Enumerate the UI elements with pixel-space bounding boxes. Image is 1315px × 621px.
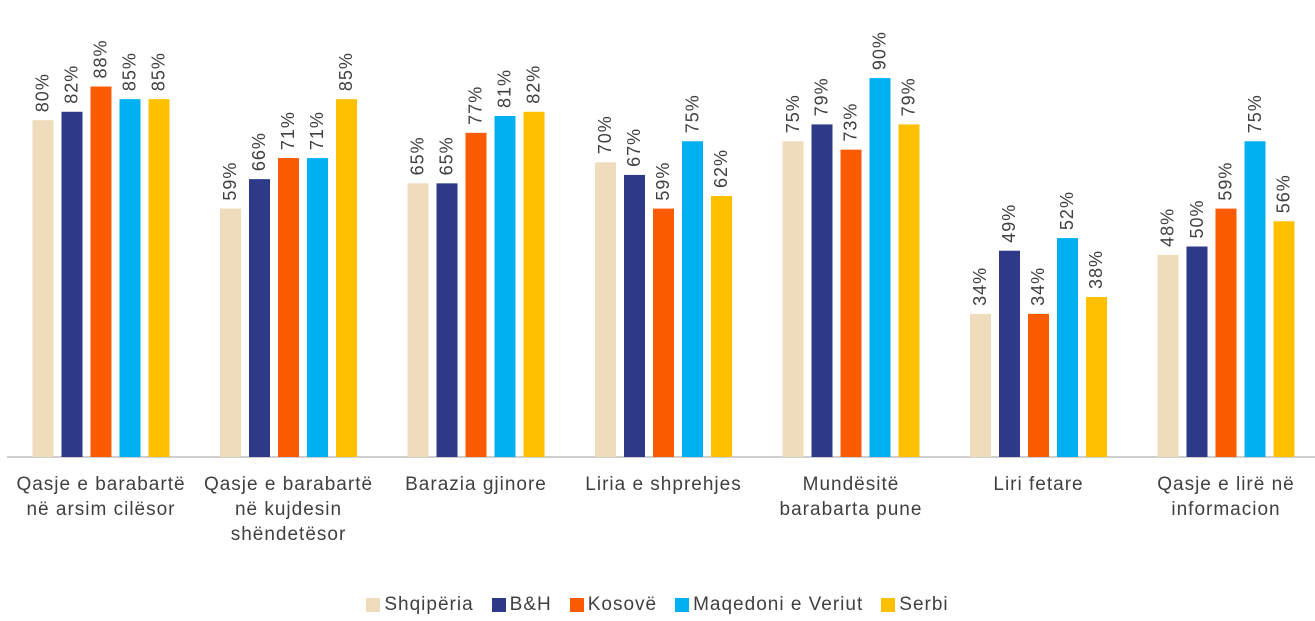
x-tick-label: Liria e shprehjes [585,474,742,495]
legend-item: Kosovë [569,594,658,616]
data-label: 82% [524,65,544,104]
data-label: 85% [120,52,140,91]
bar [148,99,170,458]
bar [1186,246,1208,457]
bar [595,162,616,458]
data-label: 82% [62,65,82,104]
data-label: 75% [682,94,702,133]
bar [32,120,54,457]
bar [336,99,357,458]
data-label: 50% [1187,199,1207,238]
legend-swatch [675,598,690,612]
x-tick-label: Barazia gjinore [405,474,547,495]
legend-item: Serbi [881,594,948,616]
data-label: 79% [812,77,832,116]
bar [869,78,891,457]
data-label: 67% [624,128,644,167]
legend-item: Shqipëria [366,594,473,616]
bar [840,149,862,458]
bar [624,174,645,457]
x-tick-label: Qasje e barabartë në arsim cilësor [16,474,186,520]
bar [494,115,516,458]
x-tick-label: Qasje e lirë në informacion [1157,474,1295,520]
bar [999,250,1020,457]
data-label: 71% [307,111,327,150]
x-tick-label: Mundësitë barabarta pune [779,474,923,520]
data-label: 80% [33,73,53,112]
bar [407,183,429,457]
bar [782,141,804,457]
data-label: 65% [408,136,428,175]
data-label: 75% [783,94,803,133]
bar [682,141,703,457]
data-label: 70% [595,115,615,154]
bar [119,99,141,458]
bar [249,179,270,457]
legend-swatch [491,598,506,612]
legend-swatch [569,598,584,612]
data-label: 49% [999,204,1019,243]
legend-item: Maqedoni e Veriut [675,594,863,616]
data-label: 62% [711,149,731,188]
x-tick-label: Liri fetare [993,474,1084,495]
legend-label: B&H [509,594,552,615]
bar [653,208,674,457]
data-label: 59% [1216,162,1236,201]
data-label: 75% [1245,94,1265,133]
bar [1273,221,1295,457]
bar [1244,141,1266,457]
data-label: 81% [495,69,515,108]
bar [811,124,833,457]
data-label: 34% [970,267,990,306]
bar [61,111,83,457]
data-label: 88% [91,39,111,78]
data-label: 34% [1028,267,1048,306]
bar [711,195,732,458]
legend-label: Shqipëria [384,594,474,615]
data-label: 79% [899,77,919,116]
data-label: 77% [466,86,486,125]
data-label: 59% [653,162,673,201]
legend-label: Serbi [899,594,949,615]
data-label: 59% [220,162,240,201]
legend-swatch [881,598,896,612]
bar [1215,208,1237,457]
data-label: 38% [1086,250,1106,289]
data-label: 66% [249,132,269,171]
bar [1028,313,1049,457]
data-label: 65% [437,136,457,175]
bar [1057,238,1078,457]
legend: Shqipëria B&H Kosovë Maqedoni e Veriut Serbi [0,594,1315,616]
bar [307,158,328,457]
bar [465,132,487,457]
data-label: 48% [1158,208,1178,247]
bar [970,313,991,457]
legend-swatch [366,598,381,612]
bar [898,124,920,457]
data-label: 73% [841,103,861,142]
data-label: 71% [278,111,298,150]
bar [1157,254,1179,457]
bar [278,158,299,457]
data-label: 90% [870,31,890,70]
data-label: 85% [336,52,356,91]
data-label: 85% [149,52,169,91]
data-label: 56% [1274,174,1294,213]
bar [1086,297,1107,457]
legend-label: Maqedoni e Veriut [693,594,864,615]
bar [220,208,241,457]
bar [436,183,458,457]
legend-item: B&H [491,594,552,616]
data-label: 52% [1057,191,1077,230]
bar [90,86,112,458]
x-tick-label: Qasje e barabartë në kujdesin shëndetëso… [203,474,374,545]
bar [523,111,545,457]
legend-label: Kosovë [587,594,658,615]
